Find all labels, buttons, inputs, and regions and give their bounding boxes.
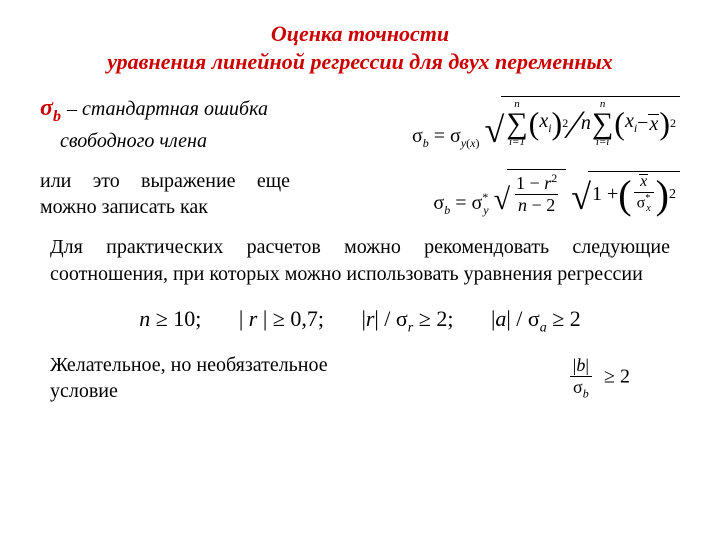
slide-title: Оценка точности уравнения линейной регре…: [40, 20, 680, 75]
cond-n: n ≥ 10;: [139, 306, 201, 331]
title-line2: уравнения линейной регрессии для двух пе…: [107, 49, 613, 74]
cond-a-sigma: |a| / σa ≥ 2: [491, 306, 581, 331]
alt-intro-text: или это выражение еще можно записать как: [40, 168, 290, 220]
formula-optional-b: |b| σb ≥ 2: [568, 356, 630, 400]
usage-conditions: n ≥ 10; | r | ≥ 0,7; |r| / σr ≥ 2; |a| /…: [40, 306, 680, 336]
row-alternative: или это выражение еще можно записать как…: [40, 168, 680, 220]
recommendation-paragraph: Для практических расчетов можно рекоменд…: [50, 234, 670, 288]
sigma-b-symbol: σb: [40, 95, 67, 121]
row-definition: σb – стандартная ошибка свободного члена…: [40, 93, 680, 154]
formula-sigma-b-alt: σb = σ*y √ 1 − r2 n − 2 √ 1 + ( x: [433, 169, 680, 218]
optional-condition-text: Желательное, но необязательное условие: [50, 352, 328, 404]
formula-sigma-b-main: σb = σy(x) √ n ∑ i=1 (xi)2 ⁄ n n ∑ i=i: [412, 96, 680, 151]
sigma-b-definition: σb – стандартная ошибка свободного члена: [40, 93, 268, 154]
cond-r: | r | ≥ 0,7;: [239, 306, 324, 331]
row-optional: Желательное, но необязательное условие |…: [50, 352, 670, 404]
cond-r-sigma: |r| / σr ≥ 2;: [361, 306, 453, 331]
title-line1: Оценка точности: [271, 21, 449, 46]
